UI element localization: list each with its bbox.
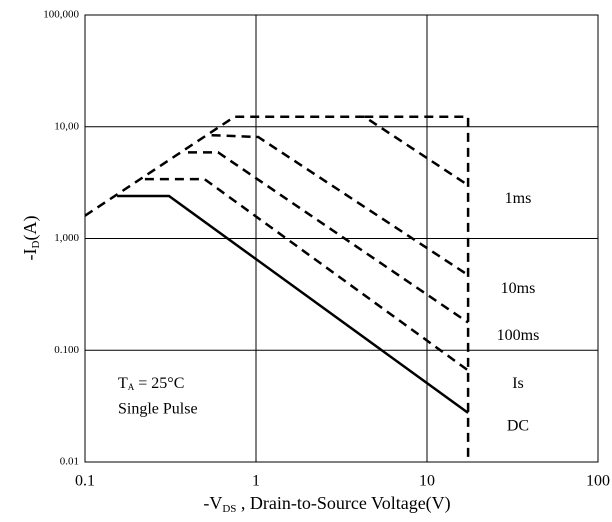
x-label-main: -V [203, 493, 222, 513]
x-label-rest: , Drain-to-Source Voltage(V) [236, 493, 450, 514]
series-label: 1ms [505, 190, 532, 207]
series-label: DC [507, 418, 529, 435]
x-tick-label: 0.1 [75, 473, 95, 490]
y-tick-label: 10,00 [54, 120, 79, 132]
x-tick-label: 100 [586, 473, 610, 490]
series-line [364, 115, 470, 462]
x-tick-label: 1 [252, 473, 260, 490]
series-label: 100ms [497, 327, 540, 344]
x-axis-label: -VDS , Drain-to-Source Voltage(V) [203, 493, 450, 514]
y-axis-label: -ID(A) [20, 216, 41, 261]
series-label: Is [512, 375, 524, 392]
series-line [188, 151, 469, 324]
y-tick-label: 0.01 [60, 456, 79, 468]
annotation: TA = 25°C [118, 375, 184, 392]
y-tick-label: 0.100 [54, 344, 79, 356]
y-tick-label: 1,000 [54, 232, 79, 244]
series-line [144, 177, 469, 372]
annotation-sub: A [128, 382, 135, 392]
y-label-rest: (A) [20, 216, 41, 241]
series-line [117, 194, 469, 414]
series-line [211, 133, 469, 277]
x-label-sub: DS [222, 503, 236, 515]
series-line [84, 115, 469, 217]
y-label-main: -I [20, 248, 40, 260]
series-label: 10ms [501, 280, 536, 297]
annotation-line2: Single Pulse [118, 401, 198, 418]
y-tick-label: 100,000 [43, 9, 79, 21]
x-tick-label: 10 [419, 473, 435, 490]
annotation-main: T [118, 375, 128, 392]
y-label-sub: D [30, 240, 42, 248]
annotation-rest: = 25°C [134, 375, 184, 392]
